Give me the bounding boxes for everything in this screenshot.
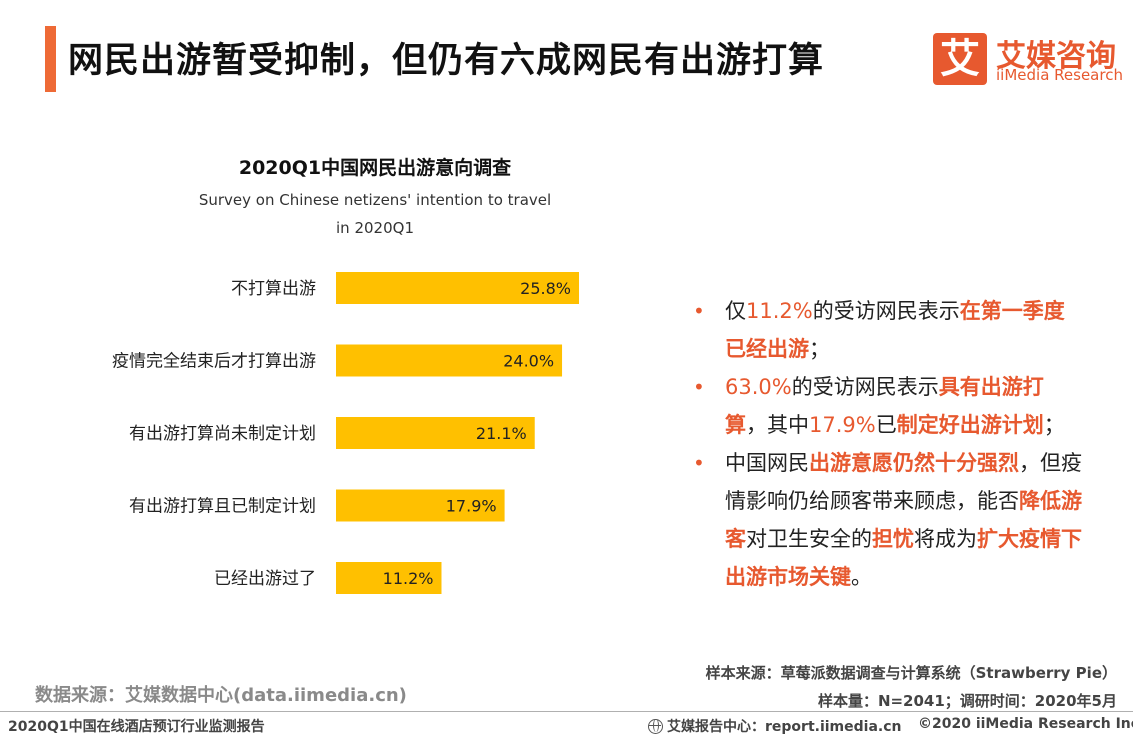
category-label: 不打算出游 [231,279,316,299]
finding-text: 担忧 [872,527,914,551]
logo-english-name: iiMedia Research [996,66,1123,84]
bar [336,272,579,304]
title-accent-bar [45,26,56,92]
finding-text: 将成为 [914,527,977,551]
category-label: 有出游打算尚未制定计划 [129,424,316,444]
footer-copyright: ©2020 iiMedia Research Inc [918,716,1133,732]
finding-text: ，其中 [746,413,809,437]
finding-text: 63.0% [725,375,792,399]
bar [336,417,535,449]
value-label: 25.8% [520,279,571,298]
finding-text: 在第一季度已经出游 [725,299,1065,361]
finding-text: 17.9% [809,413,876,437]
footer-report-center-text: 艾媒报告中心：report.iimedia.cn [667,719,902,735]
sample-source-note: 样本来源：草莓派数据调查与计算系统（Strawberry Pie） [705,664,1117,682]
data-source-note: 数据来源：艾媒数据中心(data.iimedia.cn) [35,685,407,706]
bar [336,344,563,377]
finding-bullet: • 仅11.2%的受访网民表示在第一季度已经出游； [690,292,1085,368]
chart-title: 2020Q1中国网民出游意向调查 [238,157,512,179]
page-title: 网民出游暂受抑制，但仍有六成网民有出游打算 [68,41,825,81]
finding-text: 扩大疫情下出游市场关键 [725,527,1082,589]
value-label: 24.0% [503,352,554,371]
finding-text: 的受访网民表示 [812,299,960,323]
value-label: 11.2% [383,569,434,588]
finding-text: 已 [875,413,897,437]
finding-text: 。 [851,565,872,589]
finding-text: 对卫生安全的 [746,527,872,551]
footer-report-name: 2020Q1中国在线酒店预订行业监测报告 [8,719,265,735]
bullet-dot-icon: • [693,451,705,475]
finding-text: 仅 [725,299,746,323]
finding-text: ； [809,337,830,361]
finding-text: 具有出游打算 [725,375,1044,437]
value-label: 17.9% [446,497,497,516]
sample-size-note: 样本量：N=2041；调研时间：2020年5月 [817,692,1117,710]
logo-chinese-name: 艾媒咨询 [996,39,1116,74]
finding-bullet: • 63.0%的受访网民表示具有出游打算，其中17.9%已制定好出游计划； [690,368,1085,444]
bullet-dot-icon: • [693,299,705,323]
finding-bullet: • 中国网民出游意愿仍然十分强烈，但疫情影响仍给顾客带来顾虑，能否降低游客对卫生安… [690,444,1085,596]
bar [336,562,442,594]
category-label: 有出游打算且已制定计划 [129,497,316,517]
iimedia-logo: 艾 艾媒咨询 iiMedia Research [933,33,1123,87]
key-findings: • 仅11.2%的受访网民表示在第一季度已经出游； • 63.0%的受访网民表示具有出… [690,292,1085,596]
chart-subtitle-line1: Survey on Chinese netizens' intention to… [198,191,552,209]
footer-divider [0,711,1133,712]
finding-text: 制定好出游计划 [896,413,1044,437]
bar [336,489,505,522]
finding-text: ； [1043,413,1065,437]
category-label: 疫情完全结束后才打算出游 [112,352,316,372]
value-label: 21.1% [476,424,527,443]
chart-subtitle-line2: in 2020Q1 [336,219,414,237]
logo-icon: 艾 [933,33,987,85]
finding-text: ，但疫情影响仍给顾客带来顾虑，能否 [725,451,1082,513]
category-label: 已经出游过了 [214,569,316,589]
finding-text: 出游意愿仍然十分强烈 [809,451,1019,475]
globe-icon [648,719,663,734]
footer-report-center[interactable]: 艾媒报告中心：report.iimedia.cn [648,716,902,736]
finding-text: 的受访网民表示 [791,375,939,399]
finding-text: 11.2% [746,299,813,323]
finding-text: 中国网民 [725,451,809,475]
bullet-dot-icon: • [693,375,705,399]
finding-text: 降低游客 [725,489,1082,551]
